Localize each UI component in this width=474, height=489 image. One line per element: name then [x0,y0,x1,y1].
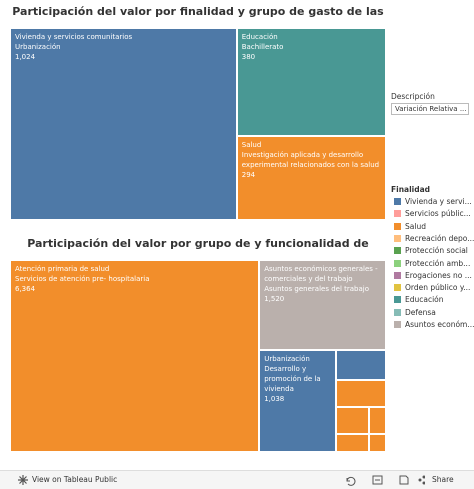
treemap-cell [335,434,370,452]
legend-swatch [394,321,401,328]
legend-item: Recreación depo... [394,234,474,243]
tableau-logo [18,475,28,485]
treemap-cell: Salud Investigación aplicada y desarrollo… [236,136,386,220]
cell-label: Atención primaria de salud [15,265,110,273]
chart-title: Participación del valor por finalidad y … [12,5,384,21]
legend-label: Defensa [405,307,436,317]
share-button[interactable]: Share [432,475,454,484]
filter-label: Descripción [391,92,435,101]
cell-label: Asuntos generales del trabajo [264,285,369,293]
value-label: 6,364 [15,285,36,293]
legend-swatch [394,247,401,255]
legend-label: Salud [405,221,426,231]
legend-item: Servicios públic... [394,209,471,218]
cell-label: Servicios de atención pre- hospitalaria [15,275,150,283]
legend-swatch [394,198,401,205]
legend-item: Asuntos económ... [394,320,474,329]
cell-label: Investigación aplicada y desarrollo expe… [241,151,380,170]
legend-label: Recreación depo... [405,233,474,243]
treemap-cell: Asuntos económicos generales - comercial… [259,260,386,351]
legend-swatch [394,210,401,218]
value-label: 1,520 [264,295,285,303]
cell-label: Vivienda y servicios comunitarios [15,33,133,41]
cell-label: Desarrollo y promoción de la vivienda [264,365,321,394]
cell-label: Urbanización [15,43,61,51]
legend-label: Protección social [405,246,468,256]
treemap-cell: Educación Bachillerato 380 [236,28,386,137]
toolbar-icons[interactable] [345,475,425,486]
filter-dropdown[interactable]: Variación Relativa ... [391,103,469,115]
treemap-cell: Vivienda y servicios comunitarios Urbaniz… [10,28,237,220]
value-label: 380 [241,53,256,61]
cell-label: Asuntos económicos generales - comercial… [264,265,378,283]
legend-item: Defensa [394,308,436,317]
legend-item: Protección social [394,246,468,255]
treemap-cell: Atención primaria de salud Servicios de a… [10,260,260,452]
legend-swatch [394,296,401,304]
legend-label: Educación [405,295,444,305]
legend-label: Asuntos económ... [405,320,474,329]
legend-swatch [394,234,401,242]
legend-item: Protección amb... [394,259,470,268]
legend-swatch [394,284,401,292]
cell-label: Bachillerato [241,43,284,51]
legend-item: Educación [394,295,444,304]
treemap-cell [335,350,386,381]
legend-label: Erogaciones no ... [405,270,472,280]
cell-label: Salud [241,141,262,150]
legend-swatch [394,308,401,316]
treemap-cell: Urbanización Desarrollo y promoción de la… [259,350,336,452]
legend-label: Servicios públic... [405,209,471,219]
legend-label: Vivienda y servi... [405,197,472,206]
legend-label: Protección amb... [405,258,471,268]
cell-label: Educación [241,33,278,41]
legend-swatch [394,271,401,279]
footer: View on Tableau Public Share [0,470,474,489]
filter-value: Variación Relativa ... [395,105,467,113]
legend-swatch [394,222,401,230]
legend-item: Vivienda y servi... [394,197,472,206]
legend-item: Orden público y... [394,283,470,292]
legend-title: Finalidad [391,185,431,194]
treemap-cell [335,407,370,434]
value-label: 1,024 [15,53,36,61]
treemap-cell [335,380,386,408]
treemap-cell [369,434,386,452]
legend-item: Erogaciones no ... [394,271,472,280]
cell-label: Urbanización [264,355,310,364]
view-link[interactable]: View on Tableau Public [32,475,118,484]
value-label: 294 [241,171,256,180]
treemap-cell [369,407,386,434]
legend-swatch [394,259,401,267]
value-label: 1,038 [264,395,285,404]
legend-label: Orden público y... [405,283,471,293]
legend-item: Salud [394,222,426,231]
chart-title: Participación del valor por grupo de y f… [27,237,369,253]
